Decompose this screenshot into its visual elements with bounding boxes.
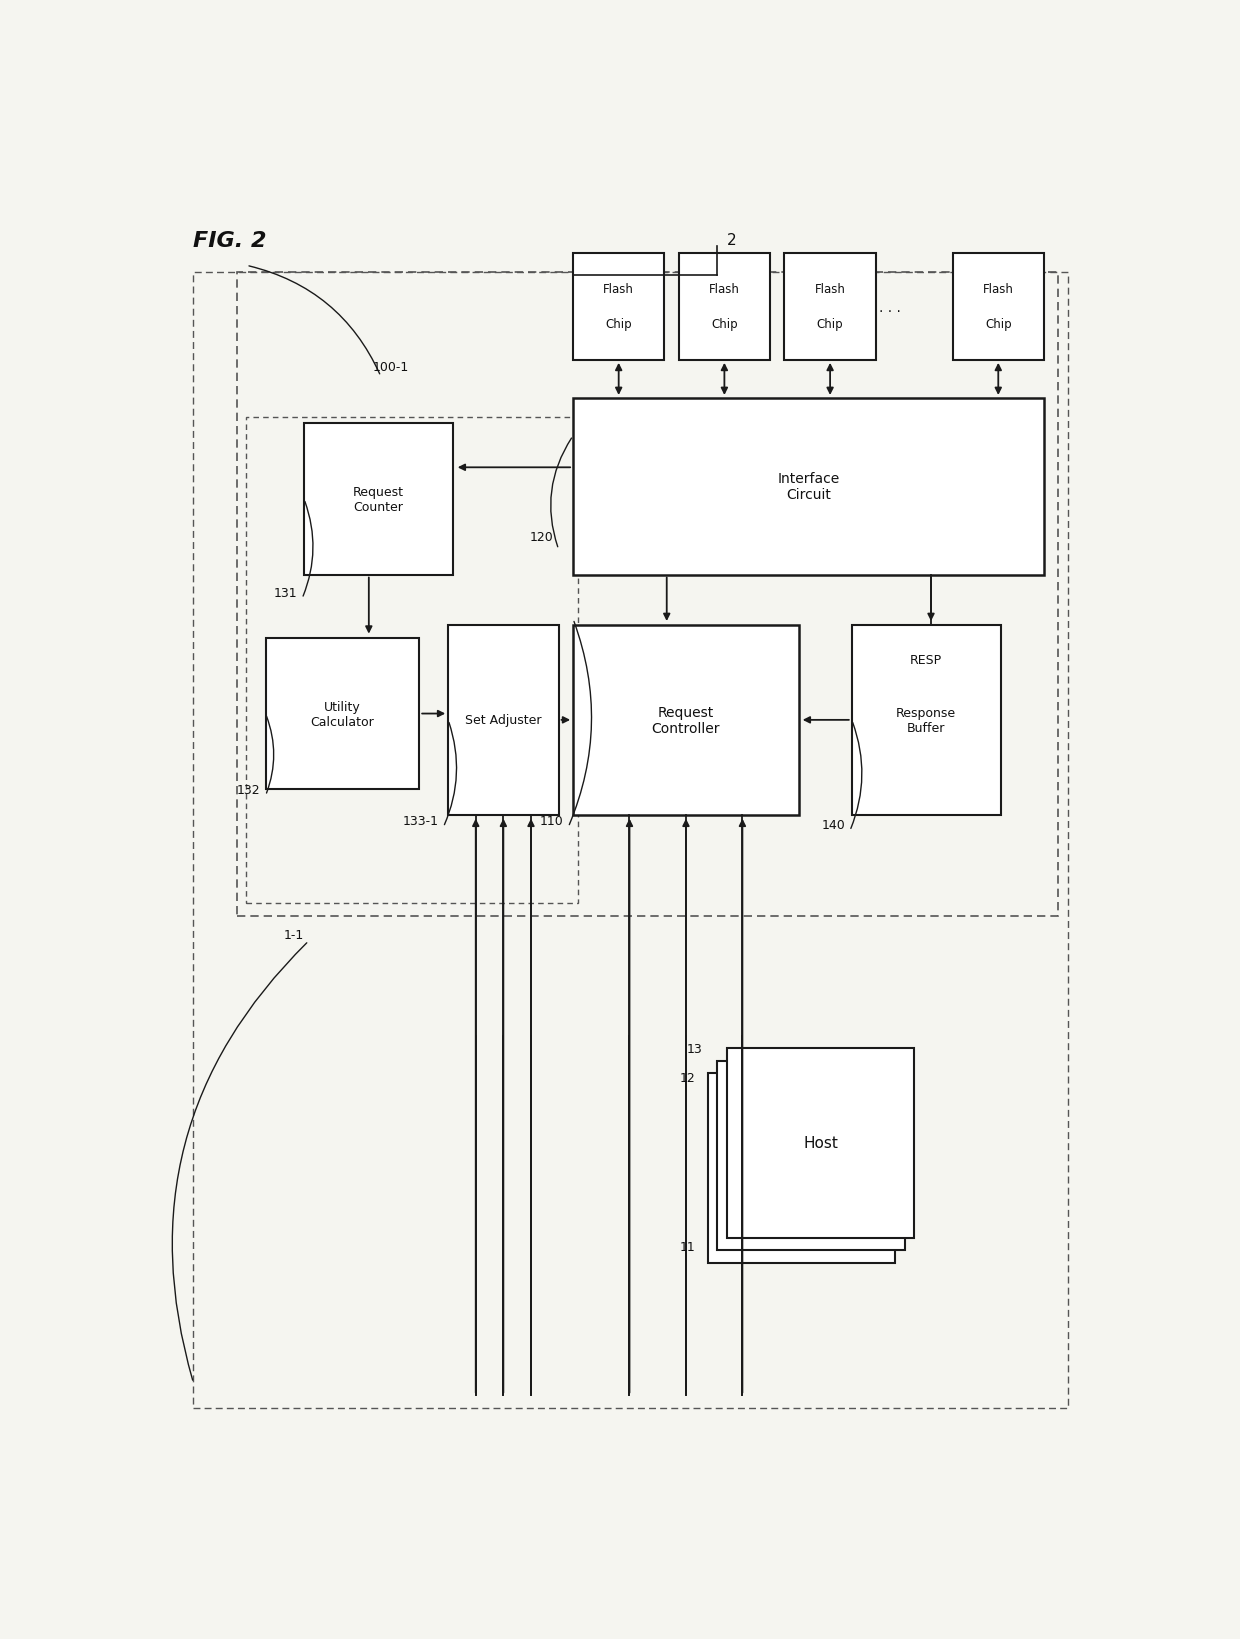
- Text: Chip: Chip: [817, 318, 843, 331]
- Bar: [247, 418, 578, 903]
- Bar: [265, 638, 419, 790]
- Bar: [573, 254, 665, 361]
- Bar: [717, 1060, 905, 1251]
- Bar: [708, 1074, 895, 1264]
- Bar: [727, 1049, 914, 1237]
- Text: . . .: . . .: [879, 300, 901, 315]
- Bar: [448, 626, 558, 815]
- Bar: [237, 272, 1058, 916]
- Bar: [852, 626, 1001, 815]
- Bar: [678, 254, 770, 361]
- Text: Utility
Calculator: Utility Calculator: [310, 700, 374, 728]
- Text: 131: 131: [274, 587, 298, 600]
- Text: Set Adjuster: Set Adjuster: [465, 715, 542, 728]
- Text: 110: 110: [539, 815, 563, 828]
- Text: Chip: Chip: [711, 318, 738, 331]
- Text: Flash: Flash: [603, 284, 634, 297]
- Bar: [785, 254, 875, 361]
- Text: 2: 2: [727, 233, 737, 249]
- Text: 12: 12: [680, 1070, 696, 1083]
- Text: Response
Buffer: Response Buffer: [897, 706, 956, 734]
- Bar: [952, 254, 1044, 361]
- Bar: [304, 425, 453, 575]
- Text: 11: 11: [680, 1241, 696, 1254]
- Text: 100-1: 100-1: [372, 361, 408, 374]
- Text: Chip: Chip: [605, 318, 632, 331]
- Text: 133-1: 133-1: [403, 815, 439, 828]
- Text: Flash: Flash: [709, 284, 740, 297]
- Bar: [573, 398, 1044, 575]
- Text: Flash: Flash: [983, 284, 1014, 297]
- Text: Chip: Chip: [985, 318, 1012, 331]
- Text: 13: 13: [687, 1042, 703, 1056]
- Text: FIG. 2: FIG. 2: [193, 231, 267, 251]
- Text: Flash: Flash: [815, 284, 846, 297]
- Text: Interface
Circuit: Interface Circuit: [777, 472, 839, 502]
- Text: Request
Counter: Request Counter: [353, 485, 404, 513]
- Text: RESP: RESP: [910, 654, 942, 665]
- Text: 120: 120: [529, 531, 554, 544]
- Bar: [573, 626, 799, 815]
- Text: 1-1: 1-1: [284, 928, 304, 941]
- Text: 132: 132: [237, 783, 260, 797]
- Text: Request
Controller: Request Controller: [652, 705, 720, 736]
- Text: Host: Host: [804, 1136, 838, 1151]
- Text: 140: 140: [821, 818, 844, 831]
